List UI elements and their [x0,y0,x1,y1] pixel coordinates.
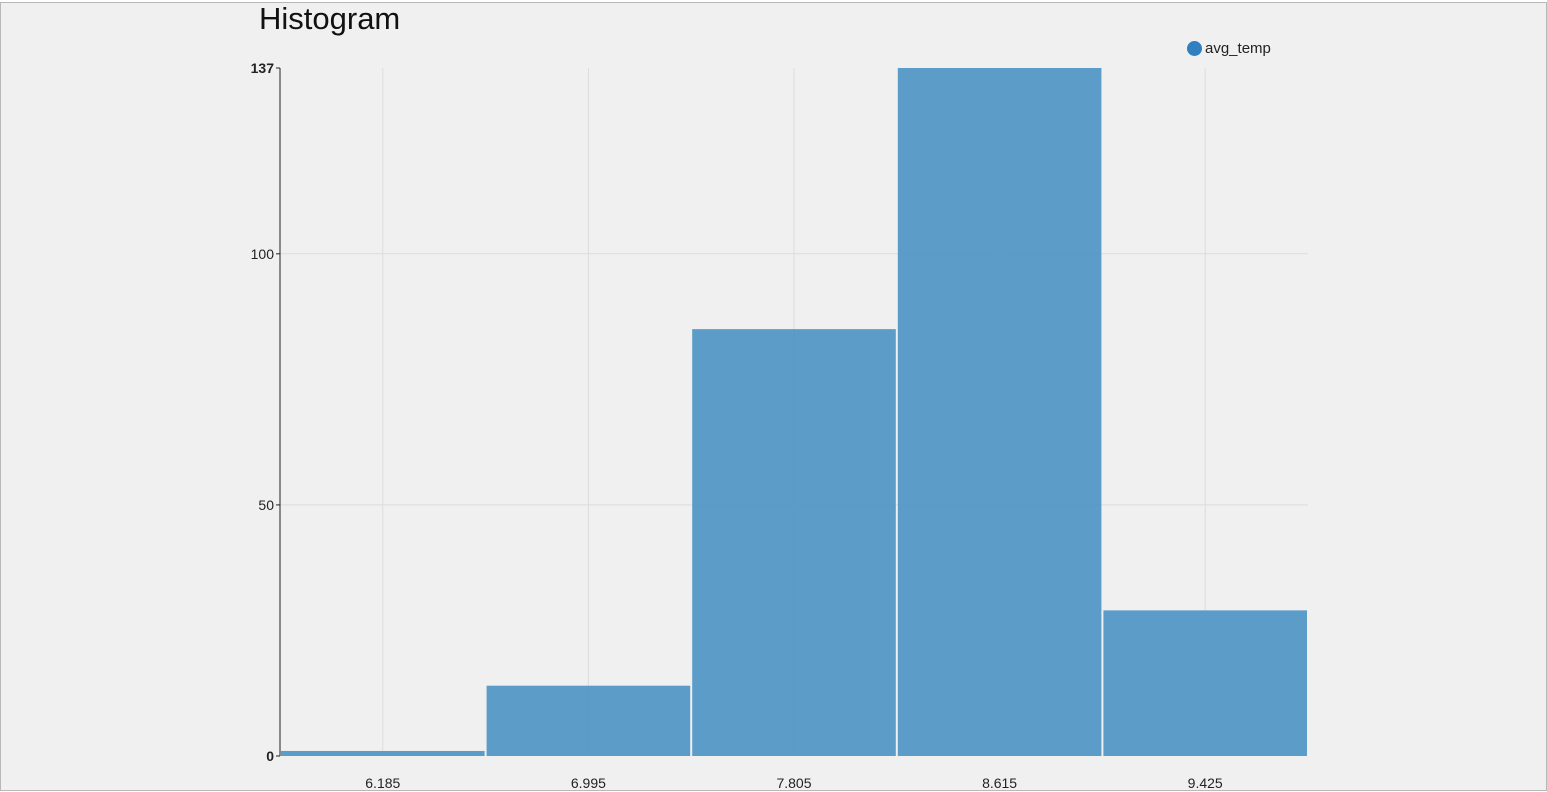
x-tick-label: 7.805 [776,775,811,791]
histogram-bar[interactable] [281,750,485,756]
histogram-bar[interactable] [897,68,1102,756]
x-tick-label: 9.425 [1188,775,1223,791]
histogram-bar[interactable] [1103,610,1307,756]
legend[interactable]: avg_temp [1187,40,1271,57]
histogram-bar[interactable] [692,329,896,756]
x-tick-label: 6.185 [365,775,400,791]
x-tick-label: 8.615 [982,775,1017,791]
y-tick-label: 0 [266,748,274,764]
histogram-bar[interactable] [486,685,691,756]
bars [281,68,1307,756]
chart-title: Histogram [259,1,401,36]
legend-label: avg_temp [1205,40,1271,57]
x-tick-label: 6.995 [571,775,606,791]
y-tick-label: 137 [251,60,275,76]
y-tick-labels: 0 50 100 137 [251,60,275,764]
legend-swatch [1187,41,1202,56]
y-tick-label: 100 [251,246,275,262]
x-tick-labels: 6.185 6.995 7.805 8.615 9.425 [365,775,1223,791]
axes [276,67,281,757]
y-tick-label: 50 [258,497,274,513]
